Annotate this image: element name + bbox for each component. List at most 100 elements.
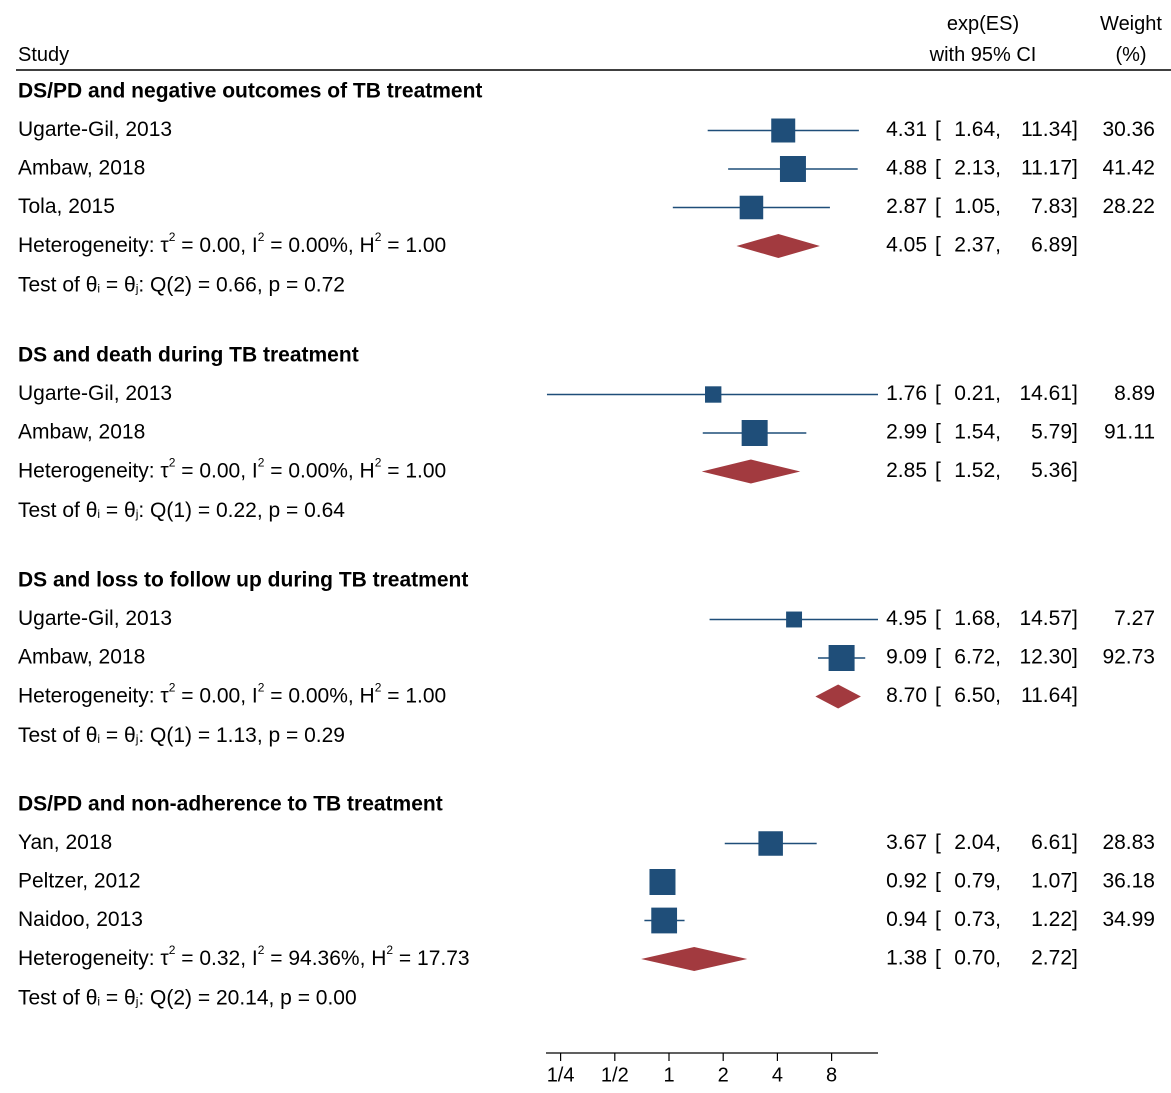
- group-2-test: Test of θi = θj: Q(1) = 0.22, p = 0.64: [18, 499, 345, 522]
- group-2-study-2-bracket-close: ]: [1072, 421, 1078, 444]
- group-3-test: Test of θi = θj: Q(1) = 1.13, p = 0.29: [18, 724, 345, 747]
- group-4-heterogeneity: Heterogeneity: τ2 = 0.32, I2 = 94.36%, H…: [18, 943, 470, 969]
- group-4-pooled-ci-high: 2.72: [1031, 947, 1072, 970]
- group-4-study-3-weight: 34.99: [1102, 908, 1155, 931]
- group-2-heterogeneity: Heterogeneity: τ2 = 0.00, I2 = 0.00%, H2…: [18, 456, 446, 482]
- group-1-study-1-es: 4.31: [886, 118, 927, 141]
- group-2-study-2-weight: 91.11: [1104, 421, 1155, 444]
- group-1-study-3-weight: 28.22: [1102, 195, 1155, 218]
- group-4-study-1-es: 3.67: [886, 831, 927, 854]
- group-3-study-1-es: 4.95: [886, 607, 927, 630]
- group-1-study-2-marker: [779, 156, 806, 182]
- group-1-study-2-name: Ambaw, 2018: [18, 157, 145, 180]
- x-tick-label-3: 1: [663, 1064, 674, 1086]
- weight-column-header-line2: (%): [1115, 44, 1146, 66]
- group-4-study-3-ci-high: 1.22: [1031, 908, 1072, 931]
- group-1-study-2-ci-high: 11.17: [1021, 157, 1072, 180]
- group-1-study-1-ci-low: 1.64,: [954, 118, 1001, 141]
- x-tick-label-5: 4: [772, 1064, 783, 1086]
- group-4-study-3-name: Naidoo, 2013: [18, 908, 143, 931]
- group-4-study-3-bracket-open: [: [935, 908, 941, 931]
- group-1-study-2-ci-low: 2.13,: [954, 157, 1001, 180]
- group-1-pooled-diamond: [736, 234, 820, 258]
- group-1-study-2-es: 4.88: [886, 157, 927, 180]
- group-1-study-1-ci-high: 11.34: [1021, 118, 1072, 141]
- group-2-study-2-marker: [741, 420, 768, 446]
- group-3-heterogeneity: Heterogeneity: τ2 = 0.00, I2 = 0.00%, H2…: [18, 681, 446, 707]
- group-4-study-2-weight: 36.18: [1102, 870, 1155, 893]
- group-4-title: DS/PD and non-adherence to TB treatment: [18, 793, 443, 816]
- group-4-study-1-name: Yan, 2018: [18, 831, 112, 854]
- study-column-header: Study: [18, 44, 69, 66]
- group-4-pooled-ci-low: 0.70,: [954, 947, 1001, 970]
- group-3-study-1-weight: 7.27: [1114, 607, 1155, 630]
- group-1-study-3-name: Tola, 2015: [18, 195, 115, 218]
- group-4-study-2-bracket-close: ]: [1072, 870, 1078, 893]
- group-2-study-2-ci-high: 5.79: [1031, 421, 1072, 444]
- group-3-pooled-diamond: [815, 684, 861, 709]
- group-1-pooled-es: 4.05: [886, 234, 927, 257]
- group-4-study-2-ci-low: 0.79,: [954, 870, 1001, 893]
- group-3-pooled-ci-low: 6.50,: [954, 684, 1001, 707]
- group-1-study-1-weight: 30.36: [1102, 118, 1155, 141]
- group-3-pooled-bracket-close: ]: [1072, 684, 1078, 707]
- group-3-study-2-name: Ambaw, 2018: [18, 646, 145, 669]
- group-4-study-2-marker: [649, 869, 676, 895]
- group-4-pooled-bracket-open: [: [935, 947, 941, 970]
- group-1-study-2-bracket-open: [: [935, 157, 941, 180]
- forest-rows: DS/PD and negative outcomes of TB treatm…: [18, 80, 1155, 1010]
- group-2-study-2-es: 2.99: [886, 421, 927, 444]
- group-2-title: DS and death during TB treatment: [18, 344, 359, 367]
- group-2-study-2-bracket-open: [: [935, 421, 941, 444]
- group-1-study-3-ci-high: 7.83: [1031, 195, 1072, 218]
- group-1-pooled-bracket-close: ]: [1072, 234, 1078, 257]
- group-1-pooled-ci-high: 6.89: [1031, 234, 1072, 257]
- group-4-study-3-ci-low: 0.73,: [954, 908, 1001, 931]
- group-4-study-3-es: 0.94: [886, 908, 927, 931]
- weight-column-header-line1: Weight: [1100, 13, 1162, 35]
- group-3-pooled-ci-high: 11.64: [1021, 684, 1072, 707]
- group-3-study-2-bracket-open: [: [935, 646, 941, 669]
- group-1-test: Test of θi = θj: Q(2) = 0.66, p = 0.72: [18, 273, 345, 296]
- x-tick-label-4: 2: [718, 1064, 729, 1086]
- group-3-study-1-bracket-close: ]: [1072, 607, 1078, 630]
- group-1-study-1-name: Ugarte-Gil, 2013: [18, 118, 172, 141]
- group-2-study-1-weight: 8.89: [1114, 382, 1155, 405]
- group-4-study-1-marker: [758, 831, 783, 856]
- group-4-study-1-ci-low: 2.04,: [954, 831, 1001, 854]
- group-1-study-1-marker: [771, 118, 796, 143]
- es-column-header-line1: exp(ES): [947, 13, 1019, 35]
- group-3-study-1-bracket-open: [: [935, 607, 941, 630]
- group-2-study-1-marker: [705, 386, 722, 403]
- x-axis: 1/4 1/2 1 2 4 8: [546, 1052, 878, 1086]
- group-4-study-1-bracket-open: [: [935, 831, 941, 854]
- x-tick-label-6: 8: [826, 1064, 837, 1086]
- group-2-pooled-ci-high: 5.36: [1031, 459, 1072, 482]
- group-2-study-1-bracket-close: ]: [1072, 382, 1078, 405]
- group-3-study-1-ci-high: 14.57: [1019, 607, 1072, 630]
- group-3-pooled-es: 8.70: [886, 684, 927, 707]
- group-2-study-1-ci-high: 14.61: [1019, 382, 1072, 405]
- group-1-study-3-bracket-open: [: [935, 195, 941, 218]
- group-1-study-2-weight: 41.42: [1102, 157, 1155, 180]
- group-3-title: DS and loss to follow up during TB treat…: [18, 569, 468, 592]
- group-4-study-2-ci-high: 1.07: [1031, 870, 1072, 893]
- group-4-pooled-bracket-close: ]: [1072, 947, 1078, 970]
- group-3-study-2-es: 9.09: [886, 646, 927, 669]
- group-2-study-1-bracket-open: [: [935, 382, 941, 405]
- group-4-study-1-bracket-close: ]: [1072, 831, 1078, 854]
- group-4-study-2-bracket-open: [: [935, 870, 941, 893]
- group-2-pooled-bracket-close: ]: [1072, 459, 1078, 482]
- group-2-study-1-name: Ugarte-Gil, 2013: [18, 382, 172, 405]
- group-3-study-1-ci-low: 1.68,: [954, 607, 1001, 630]
- group-3-study-1-name: Ugarte-Gil, 2013: [18, 607, 172, 630]
- group-3-pooled-bracket-open: [: [935, 684, 941, 707]
- group-1-study-1-bracket-open: [: [935, 118, 941, 141]
- group-4-study-3-marker: [651, 907, 678, 934]
- group-3-study-2-ci-high: 12.30: [1019, 646, 1072, 669]
- group-1-study-3-ci-low: 1.05,: [954, 195, 1001, 218]
- es-column-header-line2: with 95% CI: [929, 44, 1037, 66]
- group-4-study-1-ci-high: 6.61: [1031, 831, 1072, 854]
- group-1-study-3-marker: [739, 195, 764, 220]
